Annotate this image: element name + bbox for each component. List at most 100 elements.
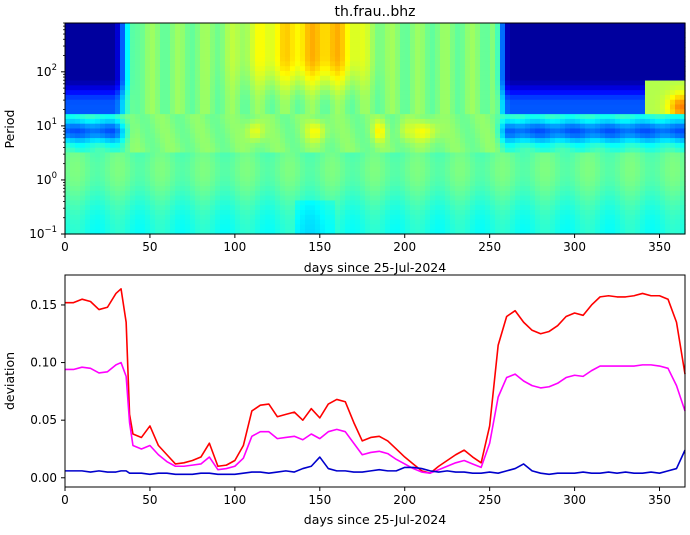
heatmap-cell [425,114,431,120]
heatmap-cell [265,142,271,149]
heatmap-cell [195,157,201,163]
heatmap-cell [485,32,491,38]
heatmap-cell [225,219,231,226]
heatmap-cell [335,94,341,101]
heatmap-cell [215,224,221,230]
heatmap-cell [570,56,576,62]
heatmap-cell [380,195,386,202]
heatmap-cell [570,114,576,120]
heatmap-cell [335,138,341,144]
heatmap-cell [240,90,246,96]
heatmap-cell [520,56,526,62]
heatmap-cell [560,152,566,158]
heatmap-cell [365,214,371,221]
heatmap-cell [495,118,501,125]
heatmap-cell [365,157,371,163]
heatmap-cell [315,224,321,230]
heatmap-cell [465,219,471,226]
heatmap-cell [80,37,86,43]
heatmap-cell [115,123,121,130]
heatmap-cell [165,224,171,230]
heatmap-cell [275,27,281,34]
heatmap-cell [145,23,151,29]
heatmap-cell [610,27,616,34]
heatmap-cell [540,90,546,96]
heatmap-cell [455,147,461,154]
heatmap-cell [325,219,331,226]
heatmap-cell [240,70,246,77]
heatmap-cell [485,133,491,139]
heatmap-cell [505,51,511,58]
heatmap-cell [195,61,201,67]
heatmap-cell [565,27,571,34]
heatmap-cell [370,27,376,34]
heatmap-cell [115,104,121,110]
heatmap-cell [575,176,581,182]
heatmap-cell [555,195,561,202]
heatmap-cell [550,70,556,77]
heatmap-cell [215,176,221,182]
heatmap-cell [610,205,616,211]
heatmap-cell [530,66,536,72]
heatmap-cell [340,138,346,144]
heatmap-cell [420,214,426,221]
heatmap-cell [380,94,386,101]
heatmap-cell [105,42,111,48]
heatmap-cell [310,75,316,82]
heatmap-cell [170,186,176,192]
heatmap-cell [600,171,606,178]
heatmap-cell [225,27,231,34]
heatmap-cell [220,70,226,77]
heatmap-cell [215,123,221,130]
heatmap-cell [365,32,371,38]
heatmap-cell [485,200,491,206]
heatmap-cell [630,80,636,86]
heatmap-cell [555,133,561,139]
heatmap-cell [505,42,511,48]
heatmap-cell [570,27,576,34]
heatmap-cell [155,186,161,192]
heatmap-cell [340,219,346,226]
heatmap-cell [215,186,221,192]
heatmap-cell [595,123,601,130]
heatmap-cell [430,186,436,192]
heatmap-cell [625,195,631,202]
heatmap-cell [225,70,231,77]
heatmap-cell [415,23,421,29]
heatmap-cell [610,133,616,139]
heatmap-cell [360,37,366,43]
heatmap-cell [140,61,146,67]
heatmap-cell [170,181,176,187]
heatmap-cell [100,214,106,221]
heatmap-cell [570,152,576,158]
heatmap-cell [545,66,551,72]
heatmap-cell [345,138,351,144]
heatmap-cell [525,123,531,130]
heatmap-cell [385,181,391,187]
heatmap-cell [490,157,496,163]
heatmap-cell [385,229,391,235]
heatmap-cell [535,114,541,120]
heatmap-cell [380,138,386,144]
heatmap-cell [590,190,596,197]
heatmap-cell [405,210,411,216]
heatmap-cell [380,157,386,163]
heatmap-cell [190,118,196,125]
heatmap-cell [85,171,91,178]
heatmap-cell [85,66,91,72]
heatmap-cell [220,42,226,48]
heatmap-cell [330,166,336,173]
heatmap-cell [330,157,336,163]
heatmap-cell [325,46,331,53]
heatmap-cell [415,61,421,67]
heatmap-cell [370,118,376,125]
heatmap-cell [450,104,456,110]
heatmap-cell [145,138,151,144]
heatmap-cell [200,80,206,86]
heatmap-cell [455,118,461,125]
heatmap-cell [100,176,106,182]
heatmap-cell [580,51,586,58]
heatmap-cell [175,214,181,221]
heatmap-cell [95,171,101,178]
heatmap-cell [90,109,96,115]
